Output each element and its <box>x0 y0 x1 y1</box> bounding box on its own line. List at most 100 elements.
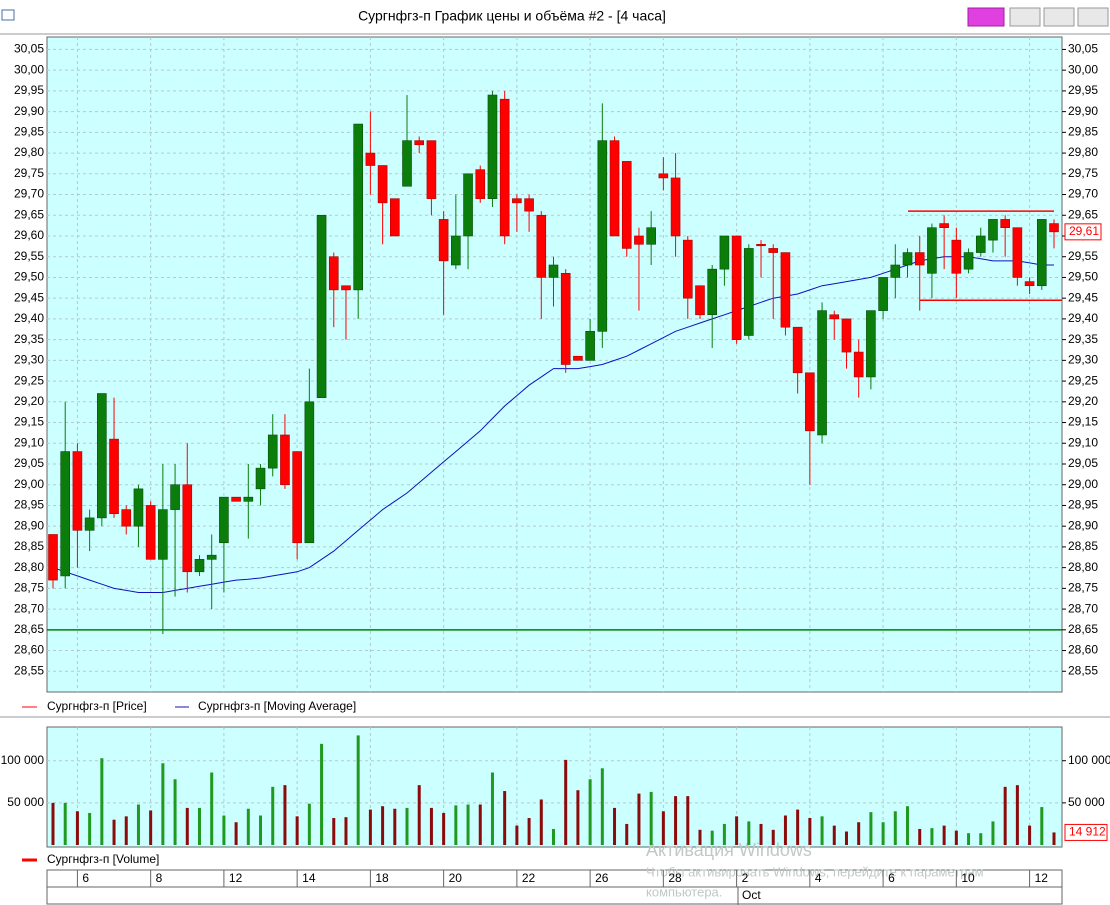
y-tick-label: 28,65 <box>1068 622 1098 636</box>
volume-bar <box>930 828 934 845</box>
y-tick-label: 100 000 <box>1068 753 1110 767</box>
legend-label: Сургнфгз-п [Moving Average] <box>198 699 356 713</box>
volume-bar <box>942 825 946 845</box>
candle-body <box>829 314 840 320</box>
volume-bar <box>442 812 446 845</box>
x-tick-label: 2 <box>742 871 749 885</box>
volume-bar <box>222 815 226 845</box>
candle-body <box>744 248 754 336</box>
y-tick-label: 30,00 <box>1068 62 1098 76</box>
volume-bar <box>991 821 995 845</box>
candle-body <box>194 559 205 573</box>
candle-body <box>145 505 156 560</box>
candle-body <box>695 285 705 316</box>
candle-body <box>817 310 827 436</box>
y-tick-label: 29,80 <box>1068 145 1098 159</box>
candle-body <box>841 318 852 353</box>
y-tick-label: 29,85 <box>1068 125 1098 139</box>
volume-bar <box>320 743 324 845</box>
pin-button[interactable] <box>967 7 1005 27</box>
y-tick-label: 29,30 <box>1068 353 1098 367</box>
y-tick-label: 28,85 <box>14 539 44 553</box>
volume-bar <box>283 785 287 845</box>
candle-body <box>902 252 913 266</box>
volume-bar <box>210 772 214 845</box>
y-tick-label: 29,95 <box>14 83 44 97</box>
volume-plot <box>46 726 1063 848</box>
y-tick-label: 28,75 <box>1068 581 1098 595</box>
candle-body <box>707 268 717 316</box>
y-tick-label: 29,90 <box>14 104 44 118</box>
candle-body <box>768 248 779 253</box>
y-tick-label: 29,70 <box>14 187 44 201</box>
candle-body <box>402 140 412 187</box>
volume-bar <box>906 806 910 845</box>
candle-body <box>316 214 327 398</box>
y-tick-label: 29,10 <box>1068 435 1098 449</box>
volume-bar <box>771 829 775 845</box>
volume-bar <box>710 830 714 845</box>
y-tick-label: 28,60 <box>14 643 44 657</box>
x-tick-label: 20 <box>449 871 463 885</box>
candle-body <box>170 484 180 510</box>
y-tick-label: 29,20 <box>14 394 44 408</box>
y-tick-label: 29,15 <box>1068 415 1098 429</box>
candle-body <box>341 285 351 291</box>
y-tick-label: 28,75 <box>14 581 44 595</box>
volume-bar <box>552 828 555 845</box>
volume-bar <box>857 822 861 845</box>
candle-body <box>1036 219 1047 287</box>
volume-bar <box>246 808 250 845</box>
y-tick-label: 29,85 <box>14 125 44 139</box>
x-tick-label: 18 <box>375 871 389 885</box>
candle-body <box>121 509 132 527</box>
volume-bar <box>136 804 140 845</box>
volume-bar <box>613 807 617 845</box>
volume-bar <box>735 816 739 845</box>
volume-bar <box>686 796 690 845</box>
volume-bar <box>918 828 922 845</box>
restore-button[interactable] <box>1043 7 1075 27</box>
candle-body <box>756 243 766 247</box>
volume-bar <box>539 799 543 845</box>
volume-bar <box>893 811 897 845</box>
y-tick-label: 50 000 <box>1068 795 1105 809</box>
x-tick-label: 22 <box>522 871 536 885</box>
candle-body <box>585 331 595 361</box>
volume-bar <box>173 779 177 845</box>
y-tick-label: 29,70 <box>1068 187 1098 201</box>
candle-body <box>84 517 95 531</box>
volume-bar <box>478 804 482 845</box>
candle-body <box>658 173 669 179</box>
y-tick-label: 28,60 <box>1068 643 1098 657</box>
y-tick-label: 29,45 <box>14 290 44 304</box>
y-tick-label: 29,55 <box>14 249 44 263</box>
month-label: Oct <box>742 888 761 902</box>
candle-body <box>878 277 888 311</box>
volume-bar <box>698 829 702 845</box>
minimize-button[interactable] <box>1009 7 1041 27</box>
volume-bar <box>393 808 397 845</box>
candle-body <box>866 310 876 378</box>
volume-bar <box>576 790 580 845</box>
close-button[interactable] <box>1077 7 1109 27</box>
volume-bar <box>844 831 848 845</box>
y-tick-label: 30,05 <box>1068 42 1098 56</box>
volume-bar <box>881 822 885 845</box>
y-tick-label: 29,65 <box>14 207 44 221</box>
y-tick-label: 28,95 <box>1068 498 1098 512</box>
volume-bar <box>271 786 275 845</box>
y-tick-label: 29,40 <box>14 311 44 325</box>
y-tick-label: 28,55 <box>1068 663 1098 677</box>
y-tick-label: 50 000 <box>7 795 44 809</box>
candle-body <box>328 256 339 291</box>
candle-body <box>304 401 315 544</box>
volume-bar <box>759 823 763 845</box>
candle-body <box>414 140 425 146</box>
candle-body <box>963 252 974 270</box>
candle-body <box>536 214 547 278</box>
watermark-title: Активация Windows <box>646 840 812 860</box>
volume-bar <box>1003 786 1007 845</box>
y-tick-label: 29,00 <box>14 477 44 491</box>
